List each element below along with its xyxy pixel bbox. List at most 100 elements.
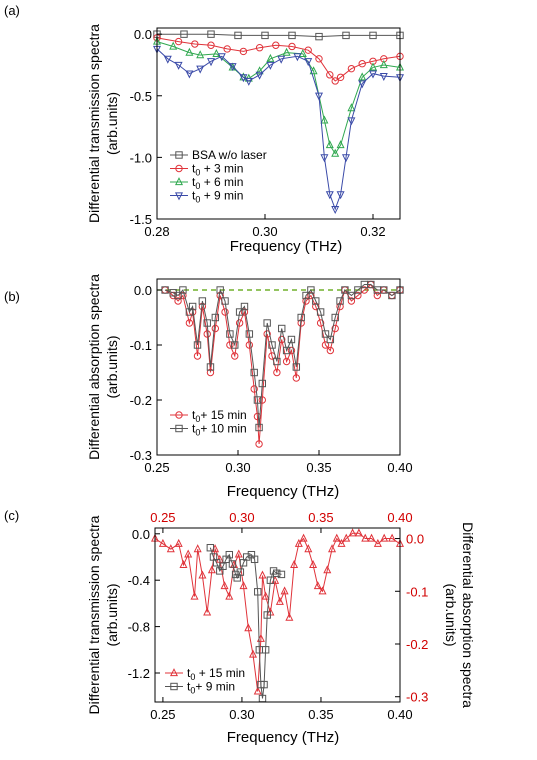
data-point: [226, 341, 234, 349]
series-line: [156, 37, 401, 82]
data-point: [231, 341, 239, 349]
data-point: [347, 297, 356, 305]
data-point: [196, 50, 205, 59]
data-point: [174, 297, 182, 305]
series-2: [161, 280, 404, 432]
data-point: [272, 41, 280, 49]
series-1: [161, 280, 404, 448]
data-point: [235, 308, 244, 316]
data-point: [358, 80, 367, 89]
data-point: [242, 553, 251, 561]
data-point: [261, 591, 270, 600]
legend-marker: [174, 192, 184, 201]
panel-label: (b): [4, 289, 20, 304]
data-point: [163, 55, 172, 64]
data-point: [277, 570, 286, 579]
data-point: [253, 686, 262, 695]
data-point: [234, 549, 243, 558]
data-point: [278, 324, 286, 333]
data-point: [190, 591, 199, 600]
data-point: [206, 544, 215, 552]
data-point: [253, 412, 262, 421]
data-point: [321, 341, 330, 349]
data-point: [304, 58, 313, 67]
data-point: [379, 72, 388, 81]
x-tick-label: 0.25: [150, 707, 175, 722]
data-point: [273, 357, 281, 366]
data-point: [326, 71, 334, 79]
data-point: [207, 30, 215, 38]
data-point: [323, 565, 332, 574]
panel-label: (a): [4, 3, 20, 18]
data-point: [367, 533, 376, 542]
legend-label: t0 + 15 min: [187, 666, 245, 682]
data-point: [263, 319, 271, 327]
data-point: [258, 379, 267, 388]
data-point: [325, 140, 334, 149]
data-point: [293, 53, 302, 62]
legend-label: t0 + 3 min: [192, 162, 243, 178]
data-point: [337, 538, 346, 547]
data-point: [304, 46, 312, 54]
right-y-tick-label: -0.1: [406, 584, 428, 599]
data-point: [288, 31, 296, 40]
x-tick-label: 0.40: [387, 707, 412, 722]
y-tick-label: -0.1: [130, 338, 152, 353]
data-point: [336, 302, 344, 311]
y-axis-label: Differential absorption spectra: [86, 274, 102, 460]
data-point: [198, 297, 207, 305]
data-point: [207, 41, 215, 49]
data-point: [290, 559, 299, 569]
data-point: [347, 117, 356, 126]
data-point: [193, 341, 202, 349]
data-point: [307, 291, 315, 300]
data-point: [236, 568, 245, 576]
data-point: [380, 533, 389, 542]
plot-frame: [154, 527, 401, 703]
data-point: [358, 72, 367, 81]
y-tick-label: -0.2: [130, 393, 152, 408]
data-point: [315, 55, 323, 63]
data-point: [228, 560, 237, 568]
data-point: [316, 308, 325, 316]
data-point: [206, 58, 216, 67]
data-point: [331, 148, 340, 157]
data-point: [292, 374, 301, 382]
data-point: [287, 346, 296, 355]
y-tick-label: -1.5: [130, 212, 152, 227]
y-tick-label: -1.0: [130, 150, 152, 165]
right-y-tick-label: -0.2: [406, 637, 428, 652]
data-point: [221, 297, 229, 305]
data-point: [325, 191, 334, 200]
data-point: [273, 569, 281, 577]
x-tick-label: 0.30: [229, 707, 254, 722]
data-point: [320, 115, 329, 124]
data-point: [373, 538, 382, 547]
data-point: [336, 297, 344, 305]
data-point: [174, 291, 182, 300]
data-point: [226, 330, 234, 338]
panel-label: (c): [4, 508, 19, 523]
data-point: [342, 31, 350, 40]
data-point: [206, 363, 215, 371]
data-point: [174, 37, 183, 46]
data-point: [196, 65, 205, 74]
data-point: [302, 297, 310, 305]
data-point: [184, 549, 193, 558]
data-point: [380, 286, 388, 294]
series-line: [156, 48, 401, 211]
data-point: [203, 607, 212, 616]
data-point: [379, 60, 388, 69]
data-point: [179, 286, 187, 294]
right-y-tick-label: 0.0: [406, 532, 424, 547]
data-point: [193, 544, 202, 553]
data-point: [282, 357, 291, 366]
data-point: [255, 44, 264, 52]
data-point: [266, 576, 275, 584]
data-point: [331, 206, 340, 215]
series-3: [152, 36, 405, 157]
data-point: [254, 588, 262, 596]
